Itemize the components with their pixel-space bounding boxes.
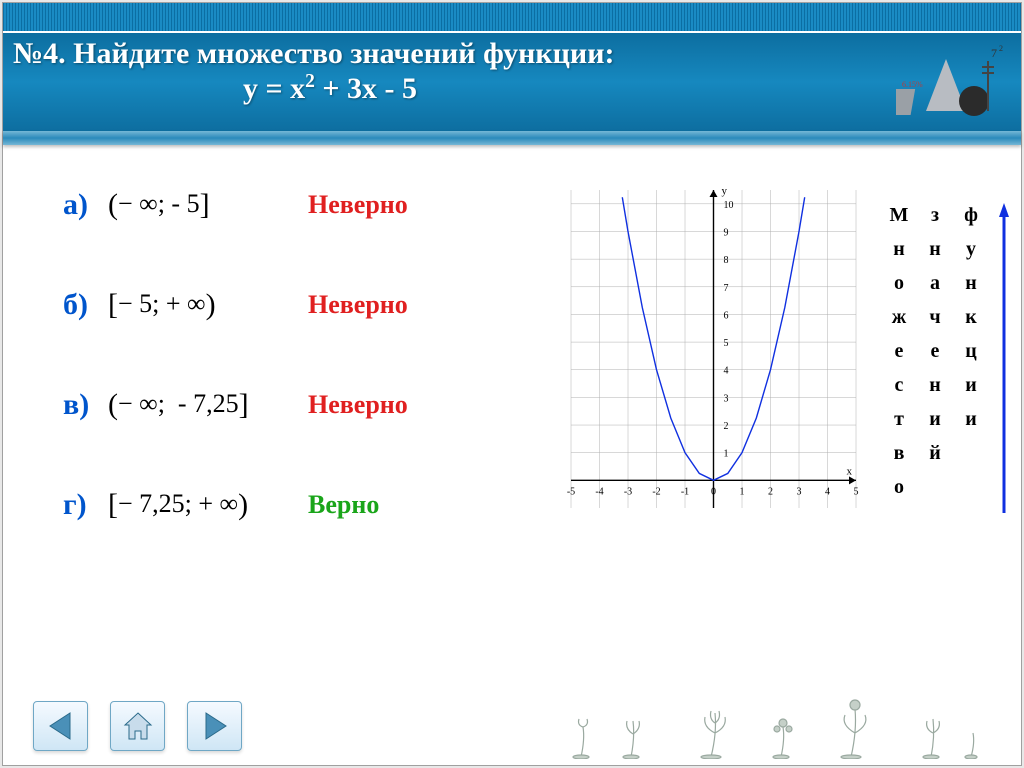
title-band: №4. Найдите множество значений функции: … <box>3 33 1021 131</box>
svg-text:10: 10 <box>724 200 734 211</box>
deco-percent: 6.15% <box>902 80 923 89</box>
svg-text:-4: -4 <box>595 486 603 497</box>
svg-text:8: 8 <box>724 255 729 266</box>
prev-slide-button[interactable] <box>33 701 88 751</box>
option-interval: (− ∞; - 5] <box>108 188 308 222</box>
svg-text:4: 4 <box>724 366 729 377</box>
option-g[interactable]: г) [− 7,25; + ∞) Верно <box>63 483 563 527</box>
svg-text:-1: -1 <box>681 486 689 497</box>
divider-bar <box>3 131 1021 145</box>
option-interval: [− 5; + ∞) <box>108 288 308 322</box>
svg-text:5: 5 <box>724 338 729 349</box>
option-letter: а) <box>63 188 108 222</box>
parabola-chart: -5 -4 -3 -2 -1 0 1 2 3 4 5 1 2 3 4 5 6 7 8 9 10 x y <box>551 178 866 538</box>
title-var: у = х <box>243 72 305 105</box>
svg-text:4: 4 <box>825 486 830 497</box>
svg-text:7: 7 <box>991 46 997 60</box>
svg-text:5: 5 <box>854 486 859 497</box>
next-slide-button[interactable] <box>187 701 242 751</box>
title-line-2: у = х2 + 3х - 5 <box>13 71 1011 106</box>
svg-text:3: 3 <box>797 486 802 497</box>
option-letter: б) <box>63 288 108 322</box>
svg-text:1: 1 <box>740 486 745 497</box>
svg-text:0: 0 <box>711 486 716 497</box>
svg-text:3: 3 <box>724 393 729 404</box>
slide: №4. Найдите множество значений функции: … <box>2 2 1022 766</box>
svg-text:1: 1 <box>724 449 729 460</box>
option-a[interactable]: а) (− ∞; - 5] Неверно <box>63 183 563 227</box>
math-shapes-icon: 7 2 6.15% <box>896 39 1011 119</box>
svg-text:6: 6 <box>724 310 729 321</box>
svg-text:-5: -5 <box>567 486 575 497</box>
range-label-vertical: Множество значений функции <box>881 198 991 528</box>
title-rest: + 3х - 5 <box>315 72 417 105</box>
up-arrow-icon <box>999 203 1009 513</box>
title-line-1: №4. Найдите множество значений функции: <box>13 37 1011 71</box>
top-stripe-bar <box>3 3 1021 31</box>
svg-text:9: 9 <box>724 227 729 238</box>
plants-decoration-icon <box>571 689 991 759</box>
home-button[interactable] <box>110 701 165 751</box>
svg-text:2: 2 <box>724 421 729 432</box>
option-interval: (− ∞; - 7,25] <box>108 388 308 422</box>
option-letter: в) <box>63 388 108 422</box>
svg-text:2: 2 <box>999 44 1003 53</box>
option-interval: [− 7,25; + ∞) <box>108 488 308 522</box>
svg-text:x: x <box>847 465 853 477</box>
svg-text:-2: -2 <box>652 486 660 497</box>
svg-text:7: 7 <box>724 283 729 294</box>
svg-text:y: y <box>722 185 728 197</box>
option-b[interactable]: б) [− 5; + ∞) Неверно <box>63 283 563 327</box>
svg-text:-3: -3 <box>624 486 632 497</box>
option-v[interactable]: в) (− ∞; - 7,25] Неверно <box>63 383 563 427</box>
slide-navigation <box>33 698 253 753</box>
option-letter: г) <box>63 488 108 522</box>
option-feedback: Неверно <box>308 190 408 220</box>
svg-text:2: 2 <box>768 486 773 497</box>
answer-options: а) (− ∞; - 5] Неверно б) [− 5; + ∞) Неве… <box>63 183 563 583</box>
title-exponent: 2 <box>305 71 315 92</box>
option-feedback: Верно <box>308 490 379 520</box>
option-feedback: Неверно <box>308 290 408 320</box>
option-feedback: Неверно <box>308 390 408 420</box>
